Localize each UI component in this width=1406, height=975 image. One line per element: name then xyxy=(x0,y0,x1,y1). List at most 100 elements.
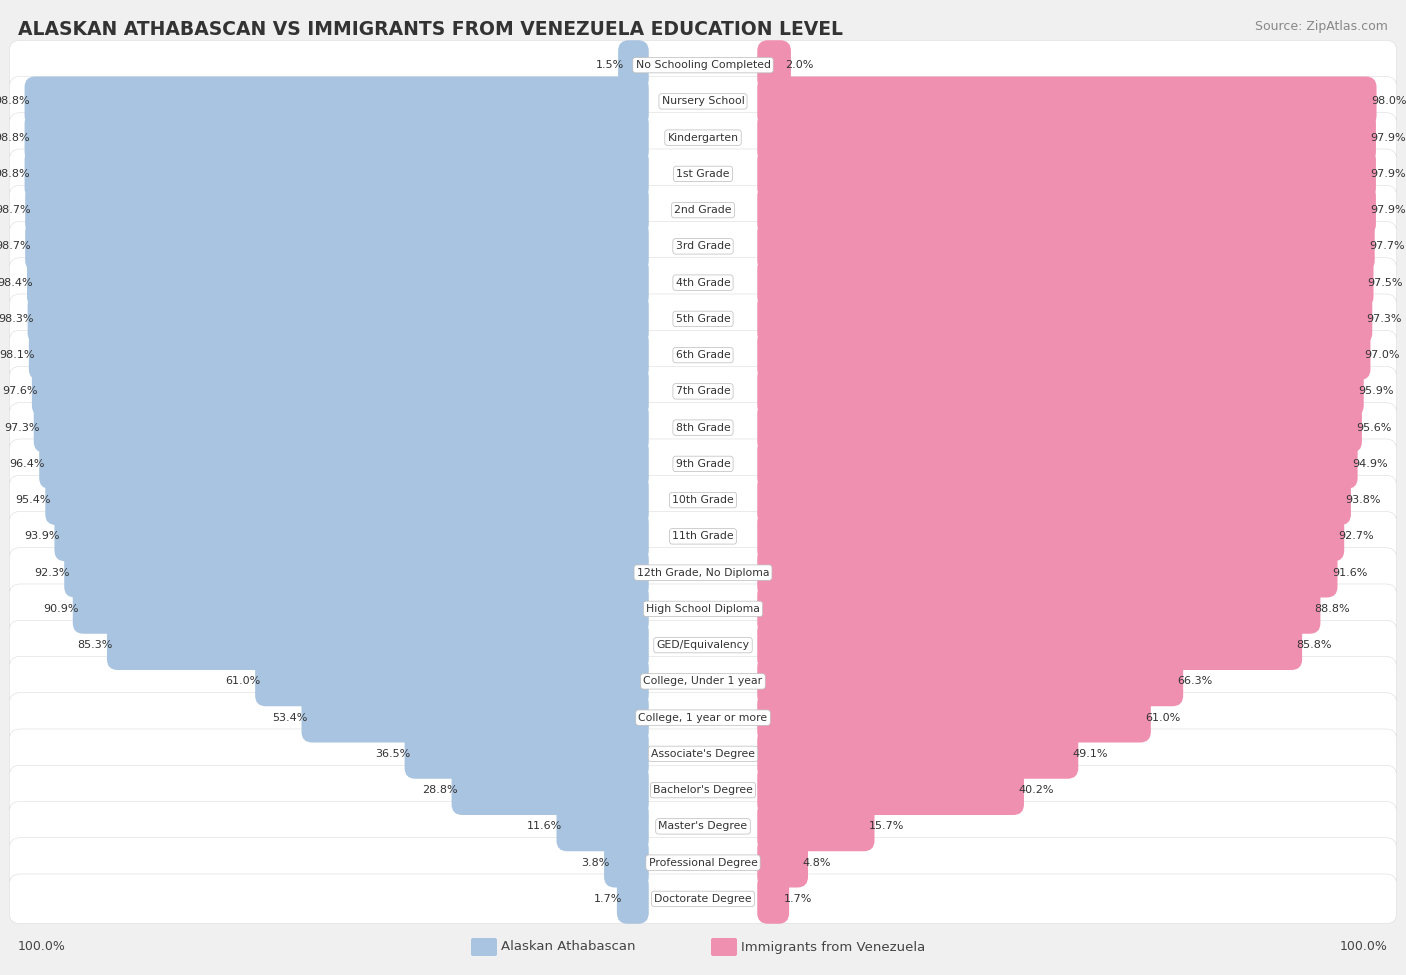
FancyBboxPatch shape xyxy=(10,584,1396,634)
Text: 2.0%: 2.0% xyxy=(785,60,814,70)
FancyBboxPatch shape xyxy=(471,938,496,956)
Text: 1st Grade: 1st Grade xyxy=(676,169,730,178)
FancyBboxPatch shape xyxy=(758,149,1376,199)
Text: 98.7%: 98.7% xyxy=(0,242,31,252)
Text: College, 1 year or more: College, 1 year or more xyxy=(638,713,768,722)
FancyBboxPatch shape xyxy=(758,294,1372,344)
Text: Associate's Degree: Associate's Degree xyxy=(651,749,755,759)
Text: Bachelor's Degree: Bachelor's Degree xyxy=(652,785,754,796)
FancyBboxPatch shape xyxy=(73,584,648,634)
Text: 8th Grade: 8th Grade xyxy=(676,422,730,433)
FancyBboxPatch shape xyxy=(758,185,1376,235)
FancyBboxPatch shape xyxy=(758,838,808,887)
Text: 90.9%: 90.9% xyxy=(44,604,79,614)
Text: 66.3%: 66.3% xyxy=(1177,677,1213,686)
Text: 98.1%: 98.1% xyxy=(0,350,35,360)
Text: 95.9%: 95.9% xyxy=(1358,386,1393,397)
FancyBboxPatch shape xyxy=(758,765,1024,815)
FancyBboxPatch shape xyxy=(10,838,1396,887)
FancyBboxPatch shape xyxy=(758,367,1364,416)
FancyBboxPatch shape xyxy=(10,439,1396,488)
FancyBboxPatch shape xyxy=(10,765,1396,815)
Text: 4.8%: 4.8% xyxy=(803,858,831,868)
Text: 3.8%: 3.8% xyxy=(582,858,610,868)
Text: 11th Grade: 11th Grade xyxy=(672,531,734,541)
FancyBboxPatch shape xyxy=(758,221,1375,271)
Text: 97.9%: 97.9% xyxy=(1371,133,1406,142)
Text: 98.0%: 98.0% xyxy=(1371,97,1406,106)
Text: 97.9%: 97.9% xyxy=(1371,169,1406,178)
Text: Professional Degree: Professional Degree xyxy=(648,858,758,868)
FancyBboxPatch shape xyxy=(758,403,1362,452)
FancyBboxPatch shape xyxy=(24,149,648,199)
Text: 1.7%: 1.7% xyxy=(595,894,623,904)
Text: 1.7%: 1.7% xyxy=(783,894,811,904)
Text: Source: ZipAtlas.com: Source: ZipAtlas.com xyxy=(1256,20,1388,33)
Text: College, Under 1 year: College, Under 1 year xyxy=(644,677,762,686)
Text: 1.5%: 1.5% xyxy=(596,60,624,70)
FancyBboxPatch shape xyxy=(10,512,1396,562)
FancyBboxPatch shape xyxy=(34,403,648,452)
FancyBboxPatch shape xyxy=(758,729,1078,779)
FancyBboxPatch shape xyxy=(107,620,648,670)
FancyBboxPatch shape xyxy=(758,331,1371,380)
Text: 92.3%: 92.3% xyxy=(35,567,70,577)
FancyBboxPatch shape xyxy=(758,548,1337,598)
Text: 61.0%: 61.0% xyxy=(225,677,262,686)
Text: 98.3%: 98.3% xyxy=(0,314,34,324)
Text: 11.6%: 11.6% xyxy=(527,821,562,832)
Text: 97.3%: 97.3% xyxy=(4,422,39,433)
FancyBboxPatch shape xyxy=(617,874,648,923)
Text: 3rd Grade: 3rd Grade xyxy=(675,242,731,252)
Text: 100.0%: 100.0% xyxy=(18,941,66,954)
Text: 5th Grade: 5th Grade xyxy=(676,314,730,324)
Text: 96.4%: 96.4% xyxy=(10,459,45,469)
FancyBboxPatch shape xyxy=(10,729,1396,779)
Text: 12th Grade, No Diploma: 12th Grade, No Diploma xyxy=(637,567,769,577)
Text: 91.6%: 91.6% xyxy=(1331,567,1367,577)
FancyBboxPatch shape xyxy=(758,512,1344,562)
FancyBboxPatch shape xyxy=(28,294,648,344)
Text: 98.4%: 98.4% xyxy=(0,278,32,288)
FancyBboxPatch shape xyxy=(254,656,648,706)
FancyBboxPatch shape xyxy=(24,76,648,126)
FancyBboxPatch shape xyxy=(301,693,648,743)
FancyBboxPatch shape xyxy=(619,40,648,90)
Text: No Schooling Completed: No Schooling Completed xyxy=(636,60,770,70)
Text: 100.0%: 100.0% xyxy=(1340,941,1388,954)
Text: 98.8%: 98.8% xyxy=(0,169,31,178)
Text: 97.7%: 97.7% xyxy=(1369,242,1405,252)
Text: 9th Grade: 9th Grade xyxy=(676,459,730,469)
Text: 36.5%: 36.5% xyxy=(375,749,411,759)
FancyBboxPatch shape xyxy=(451,765,648,815)
FancyBboxPatch shape xyxy=(758,475,1351,525)
Text: Master's Degree: Master's Degree xyxy=(658,821,748,832)
FancyBboxPatch shape xyxy=(10,40,1396,90)
FancyBboxPatch shape xyxy=(10,874,1396,923)
FancyBboxPatch shape xyxy=(32,367,648,416)
Text: 94.9%: 94.9% xyxy=(1353,459,1388,469)
FancyBboxPatch shape xyxy=(10,221,1396,271)
Text: 98.8%: 98.8% xyxy=(0,133,31,142)
FancyBboxPatch shape xyxy=(25,185,648,235)
FancyBboxPatch shape xyxy=(758,439,1358,488)
Text: High School Diploma: High School Diploma xyxy=(647,604,759,614)
Text: Immigrants from Venezuela: Immigrants from Venezuela xyxy=(741,941,925,954)
Text: 85.8%: 85.8% xyxy=(1296,641,1331,650)
FancyBboxPatch shape xyxy=(758,584,1320,634)
Text: 2nd Grade: 2nd Grade xyxy=(675,205,731,215)
Text: Kindergarten: Kindergarten xyxy=(668,133,738,142)
Text: 53.4%: 53.4% xyxy=(271,713,308,722)
Text: 7th Grade: 7th Grade xyxy=(676,386,730,397)
FancyBboxPatch shape xyxy=(39,439,648,488)
FancyBboxPatch shape xyxy=(10,656,1396,706)
FancyBboxPatch shape xyxy=(758,874,789,923)
Text: GED/Equivalency: GED/Equivalency xyxy=(657,641,749,650)
FancyBboxPatch shape xyxy=(10,403,1396,452)
FancyBboxPatch shape xyxy=(10,149,1396,199)
FancyBboxPatch shape xyxy=(10,801,1396,851)
FancyBboxPatch shape xyxy=(10,185,1396,235)
Text: 92.7%: 92.7% xyxy=(1339,531,1374,541)
FancyBboxPatch shape xyxy=(711,938,737,956)
FancyBboxPatch shape xyxy=(758,76,1376,126)
